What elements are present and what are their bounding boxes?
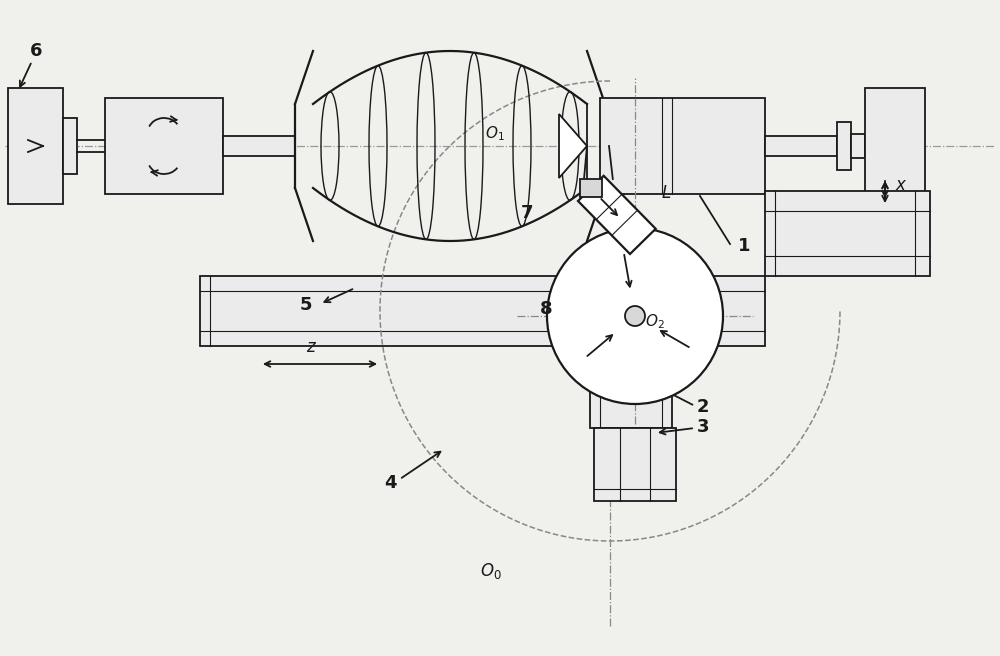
Text: 7: 7	[521, 205, 533, 222]
Bar	[223, 136, 295, 156]
Bar	[837, 122, 851, 170]
Text: $O_1$: $O_1$	[485, 124, 505, 143]
Text: $O_0$: $O_0$	[480, 561, 502, 581]
Bar	[600, 98, 765, 194]
Text: L: L	[662, 184, 671, 202]
Bar	[105, 98, 223, 194]
Text: 4: 4	[384, 474, 397, 492]
Text: 8: 8	[540, 300, 553, 318]
Bar	[865, 88, 925, 204]
Text: 1: 1	[738, 237, 750, 255]
Text: z: z	[306, 338, 314, 356]
Bar	[594, 428, 676, 501]
Bar	[590, 276, 672, 428]
Bar	[580, 179, 602, 197]
Bar	[63, 118, 77, 174]
Bar	[765, 191, 930, 276]
Text: 5: 5	[300, 296, 312, 314]
Bar	[8, 88, 63, 204]
Bar	[765, 136, 837, 156]
Text: $O_2$: $O_2$	[645, 312, 665, 331]
Bar	[851, 134, 865, 158]
Text: 6: 6	[30, 42, 42, 60]
Bar	[200, 276, 765, 346]
Circle shape	[547, 228, 723, 404]
Text: x: x	[895, 176, 905, 194]
Circle shape	[625, 306, 645, 326]
Polygon shape	[559, 114, 587, 178]
Text: 3: 3	[697, 418, 710, 436]
Polygon shape	[578, 176, 656, 254]
Text: 2: 2	[697, 398, 710, 416]
